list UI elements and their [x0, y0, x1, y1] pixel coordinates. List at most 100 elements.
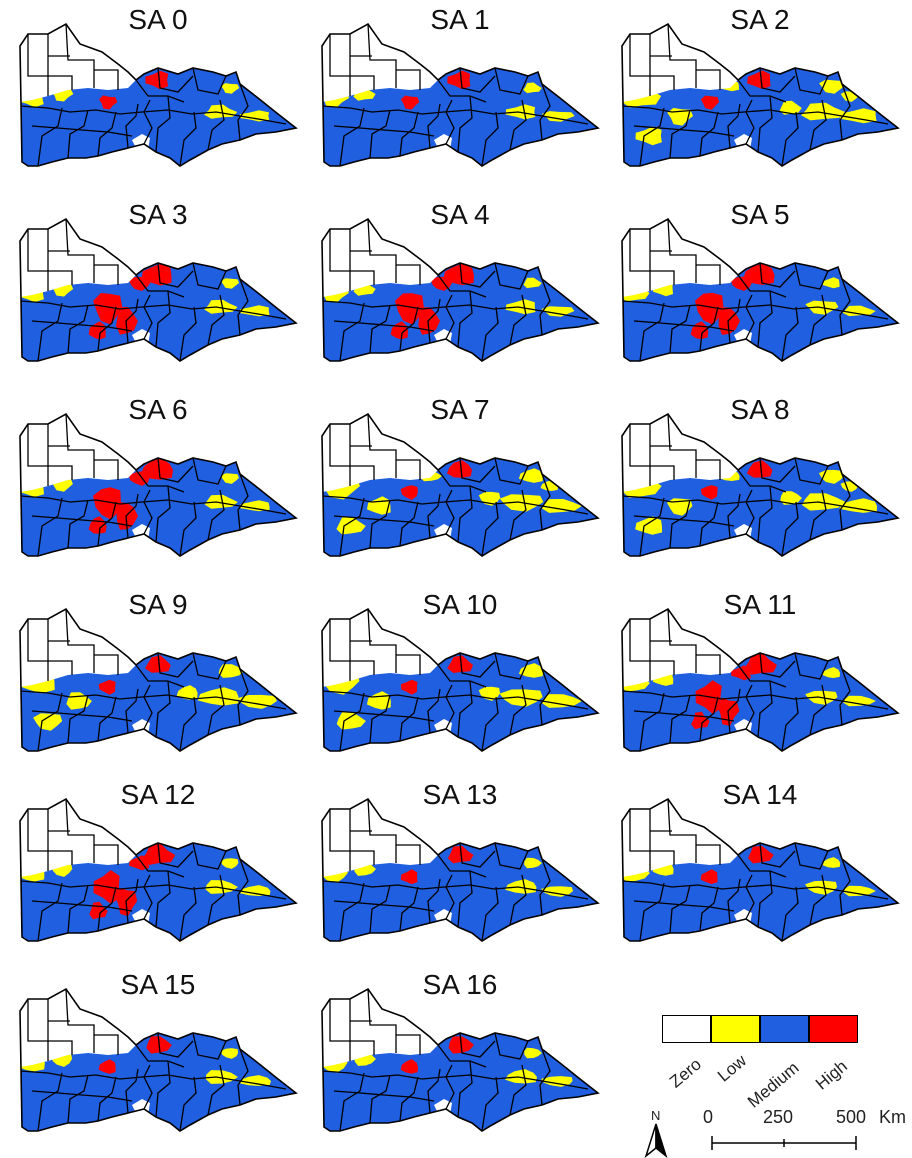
- district-boundary: [94, 654, 119, 675]
- low-area: [801, 102, 846, 121]
- zero-area: [20, 219, 136, 297]
- district-boundary: [179, 1076, 197, 1131]
- district-boundary: [633, 710, 735, 722]
- state-outline: [621, 412, 900, 557]
- district-boundary: [339, 107, 365, 166]
- district-boundary: [396, 264, 421, 285]
- zero-area: [622, 24, 738, 102]
- district-boundary: [329, 999, 351, 1061]
- district-boundary: [459, 842, 496, 868]
- low-area: [780, 491, 802, 505]
- low-area: [667, 498, 693, 516]
- district-boundary: [539, 1048, 551, 1106]
- district-boundary: [155, 95, 171, 153]
- district-boundary: [539, 83, 551, 141]
- legend-swatch-high: [809, 1015, 858, 1043]
- district-boundary: [781, 306, 799, 361]
- district-boundary: [20, 300, 287, 320]
- district-boundary: [427, 103, 441, 149]
- district-boundary: [339, 692, 365, 751]
- zero-area: [322, 799, 438, 877]
- victoria-map: [621, 22, 900, 167]
- district-boundary: [457, 870, 473, 928]
- low-area: [843, 695, 876, 707]
- district-boundary: [696, 69, 721, 90]
- district-boundary: [399, 111, 419, 157]
- district-boundary: [157, 842, 194, 868]
- state-outline: [321, 797, 600, 942]
- district-boundary: [427, 493, 441, 539]
- district-boundary: [794, 457, 829, 485]
- low-area: [205, 880, 238, 894]
- district-boundary: [509, 294, 527, 346]
- district-boundary: [339, 302, 365, 361]
- district-boundary: [27, 34, 49, 96]
- district-boundary: [333, 320, 435, 332]
- panel-title: SA 2: [730, 4, 790, 35]
- low-area: [239, 305, 270, 317]
- district-boundary: [757, 290, 773, 348]
- low-area: [239, 110, 270, 122]
- district-boundary: [457, 1060, 473, 1118]
- district-boundary: [629, 424, 651, 486]
- district-boundary: [667, 24, 697, 88]
- district-boundary: [135, 79, 185, 103]
- state-outline: [321, 22, 600, 167]
- map-panel: SA 2: [610, 0, 910, 190]
- map-panel: SA 5: [610, 195, 910, 385]
- legend-swatch-low: [711, 1015, 760, 1043]
- high-area: [128, 471, 150, 486]
- district-boundary: [445, 489, 455, 535]
- district-boundary: [20, 690, 287, 710]
- district-boundary: [437, 274, 487, 298]
- low-area: [541, 306, 575, 317]
- low-area: [204, 299, 238, 314]
- district-boundary: [20, 495, 287, 515]
- zero-area: [322, 219, 438, 297]
- district-boundary: [333, 900, 435, 912]
- zero-area: [322, 24, 438, 102]
- map-panel: SA 14: [610, 775, 910, 965]
- district-boundary: [839, 278, 851, 336]
- district-boundary: [125, 298, 139, 344]
- district-boundary: [143, 1064, 153, 1110]
- low-area: [505, 1069, 537, 1084]
- district-boundary: [143, 99, 153, 145]
- district-boundary: [396, 459, 421, 480]
- district-boundary: [649, 34, 675, 90]
- district-boundary: [192, 842, 227, 870]
- state-outline: [621, 22, 900, 167]
- district-boundary: [649, 229, 675, 285]
- district-boundary: [97, 111, 117, 157]
- district-boundary: [192, 652, 227, 680]
- district-boundary: [437, 854, 487, 878]
- district-boundary: [207, 294, 225, 346]
- district-boundary: [143, 874, 153, 920]
- district-boundary: [481, 111, 499, 166]
- district-boundary: [179, 306, 197, 361]
- district-boundary: [125, 878, 139, 924]
- state-outline: [19, 797, 298, 942]
- panel-title: SA 13: [422, 779, 498, 810]
- district-boundary: [65, 799, 95, 863]
- district-boundary: [399, 696, 419, 742]
- victoria-map: [321, 22, 600, 167]
- high-area: [395, 293, 424, 325]
- district-boundary: [737, 664, 787, 688]
- zero-area: [20, 989, 136, 1067]
- low-area: [542, 694, 582, 708]
- map-panel: SA 13: [310, 775, 610, 965]
- district-boundary: [155, 680, 171, 738]
- district-boundary: [809, 489, 827, 541]
- district-boundary: [322, 495, 589, 515]
- district-boundary: [97, 306, 117, 352]
- district-boundary: [339, 882, 365, 941]
- district-boundary: [367, 219, 397, 283]
- victoria-map: [19, 607, 298, 752]
- district-boundary: [237, 473, 249, 531]
- district-boundary: [94, 1034, 119, 1055]
- district-boundary: [322, 300, 589, 320]
- high-area: [93, 293, 123, 325]
- victoria-map: [621, 797, 900, 942]
- panel-title: SA 3: [128, 199, 188, 230]
